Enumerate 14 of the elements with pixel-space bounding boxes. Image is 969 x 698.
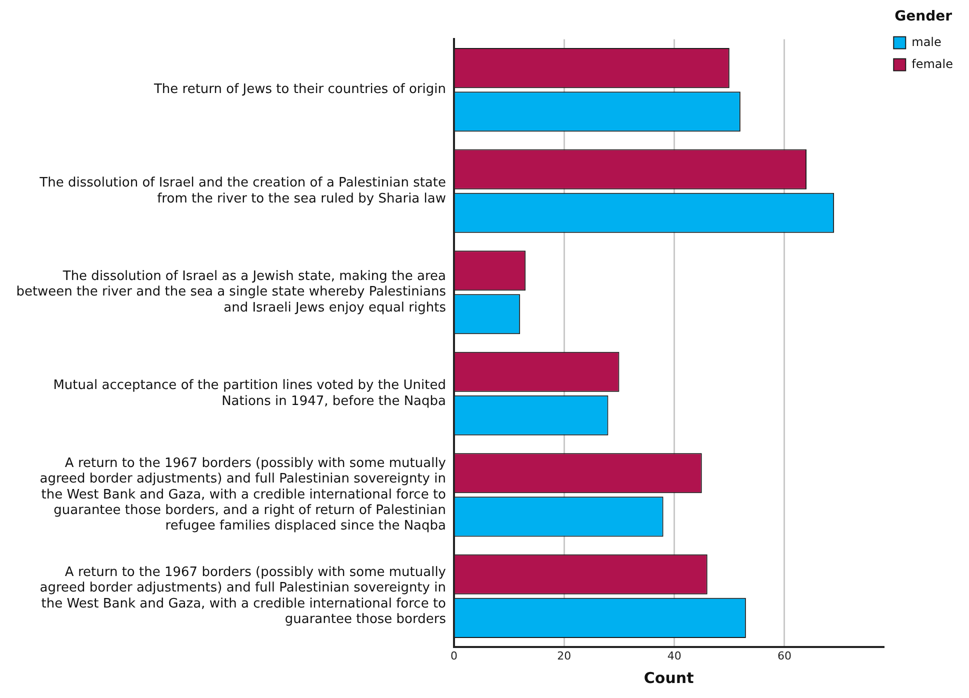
y-tick-label: The dissolution of Israel as a Jewish state, making the area between the river and the sea a single state whereby Palestinians and Israeli Jews enjoy equal rights xyxy=(16,269,446,316)
y-tick-label: A return to the 1967 borders (possibly with some mutually agreed border adjustments) and full Palestinian sovereignty in the West Bank and Gaza, with a credible international force to guarantee those borders xyxy=(40,565,446,627)
y-tick-label: Mutual acceptance of the partition lines voted by the United Nations in 1947, before the Naqba xyxy=(53,378,446,409)
x-tick-label: 20 xyxy=(557,649,572,662)
x-tick-label: 0 xyxy=(450,649,458,662)
y-tick-label: A return to the 1967 borders (possibly with some mutually agreed border adjustments) and full Palestinian sovereignty in the West Bank and Gaza, with a credible international force to guarantee those borders, and a right of return of Palestinian refugee families displaced since the Naqba xyxy=(40,456,446,534)
y-tick-label: The dissolution of Israel and the creation of a Palestinian state from the river to the sea ruled by Sharia law xyxy=(38,176,446,206)
x-axis-title: Count xyxy=(644,668,694,687)
legend-title: Gender xyxy=(894,8,952,25)
x-tick-label: 60 xyxy=(777,649,792,662)
legend-label: male xyxy=(912,34,942,49)
y-tick-label: The return of Jews to their countries of origin xyxy=(152,82,446,98)
legend-label: female xyxy=(912,56,954,71)
x-tick-label: 40 xyxy=(667,649,682,662)
